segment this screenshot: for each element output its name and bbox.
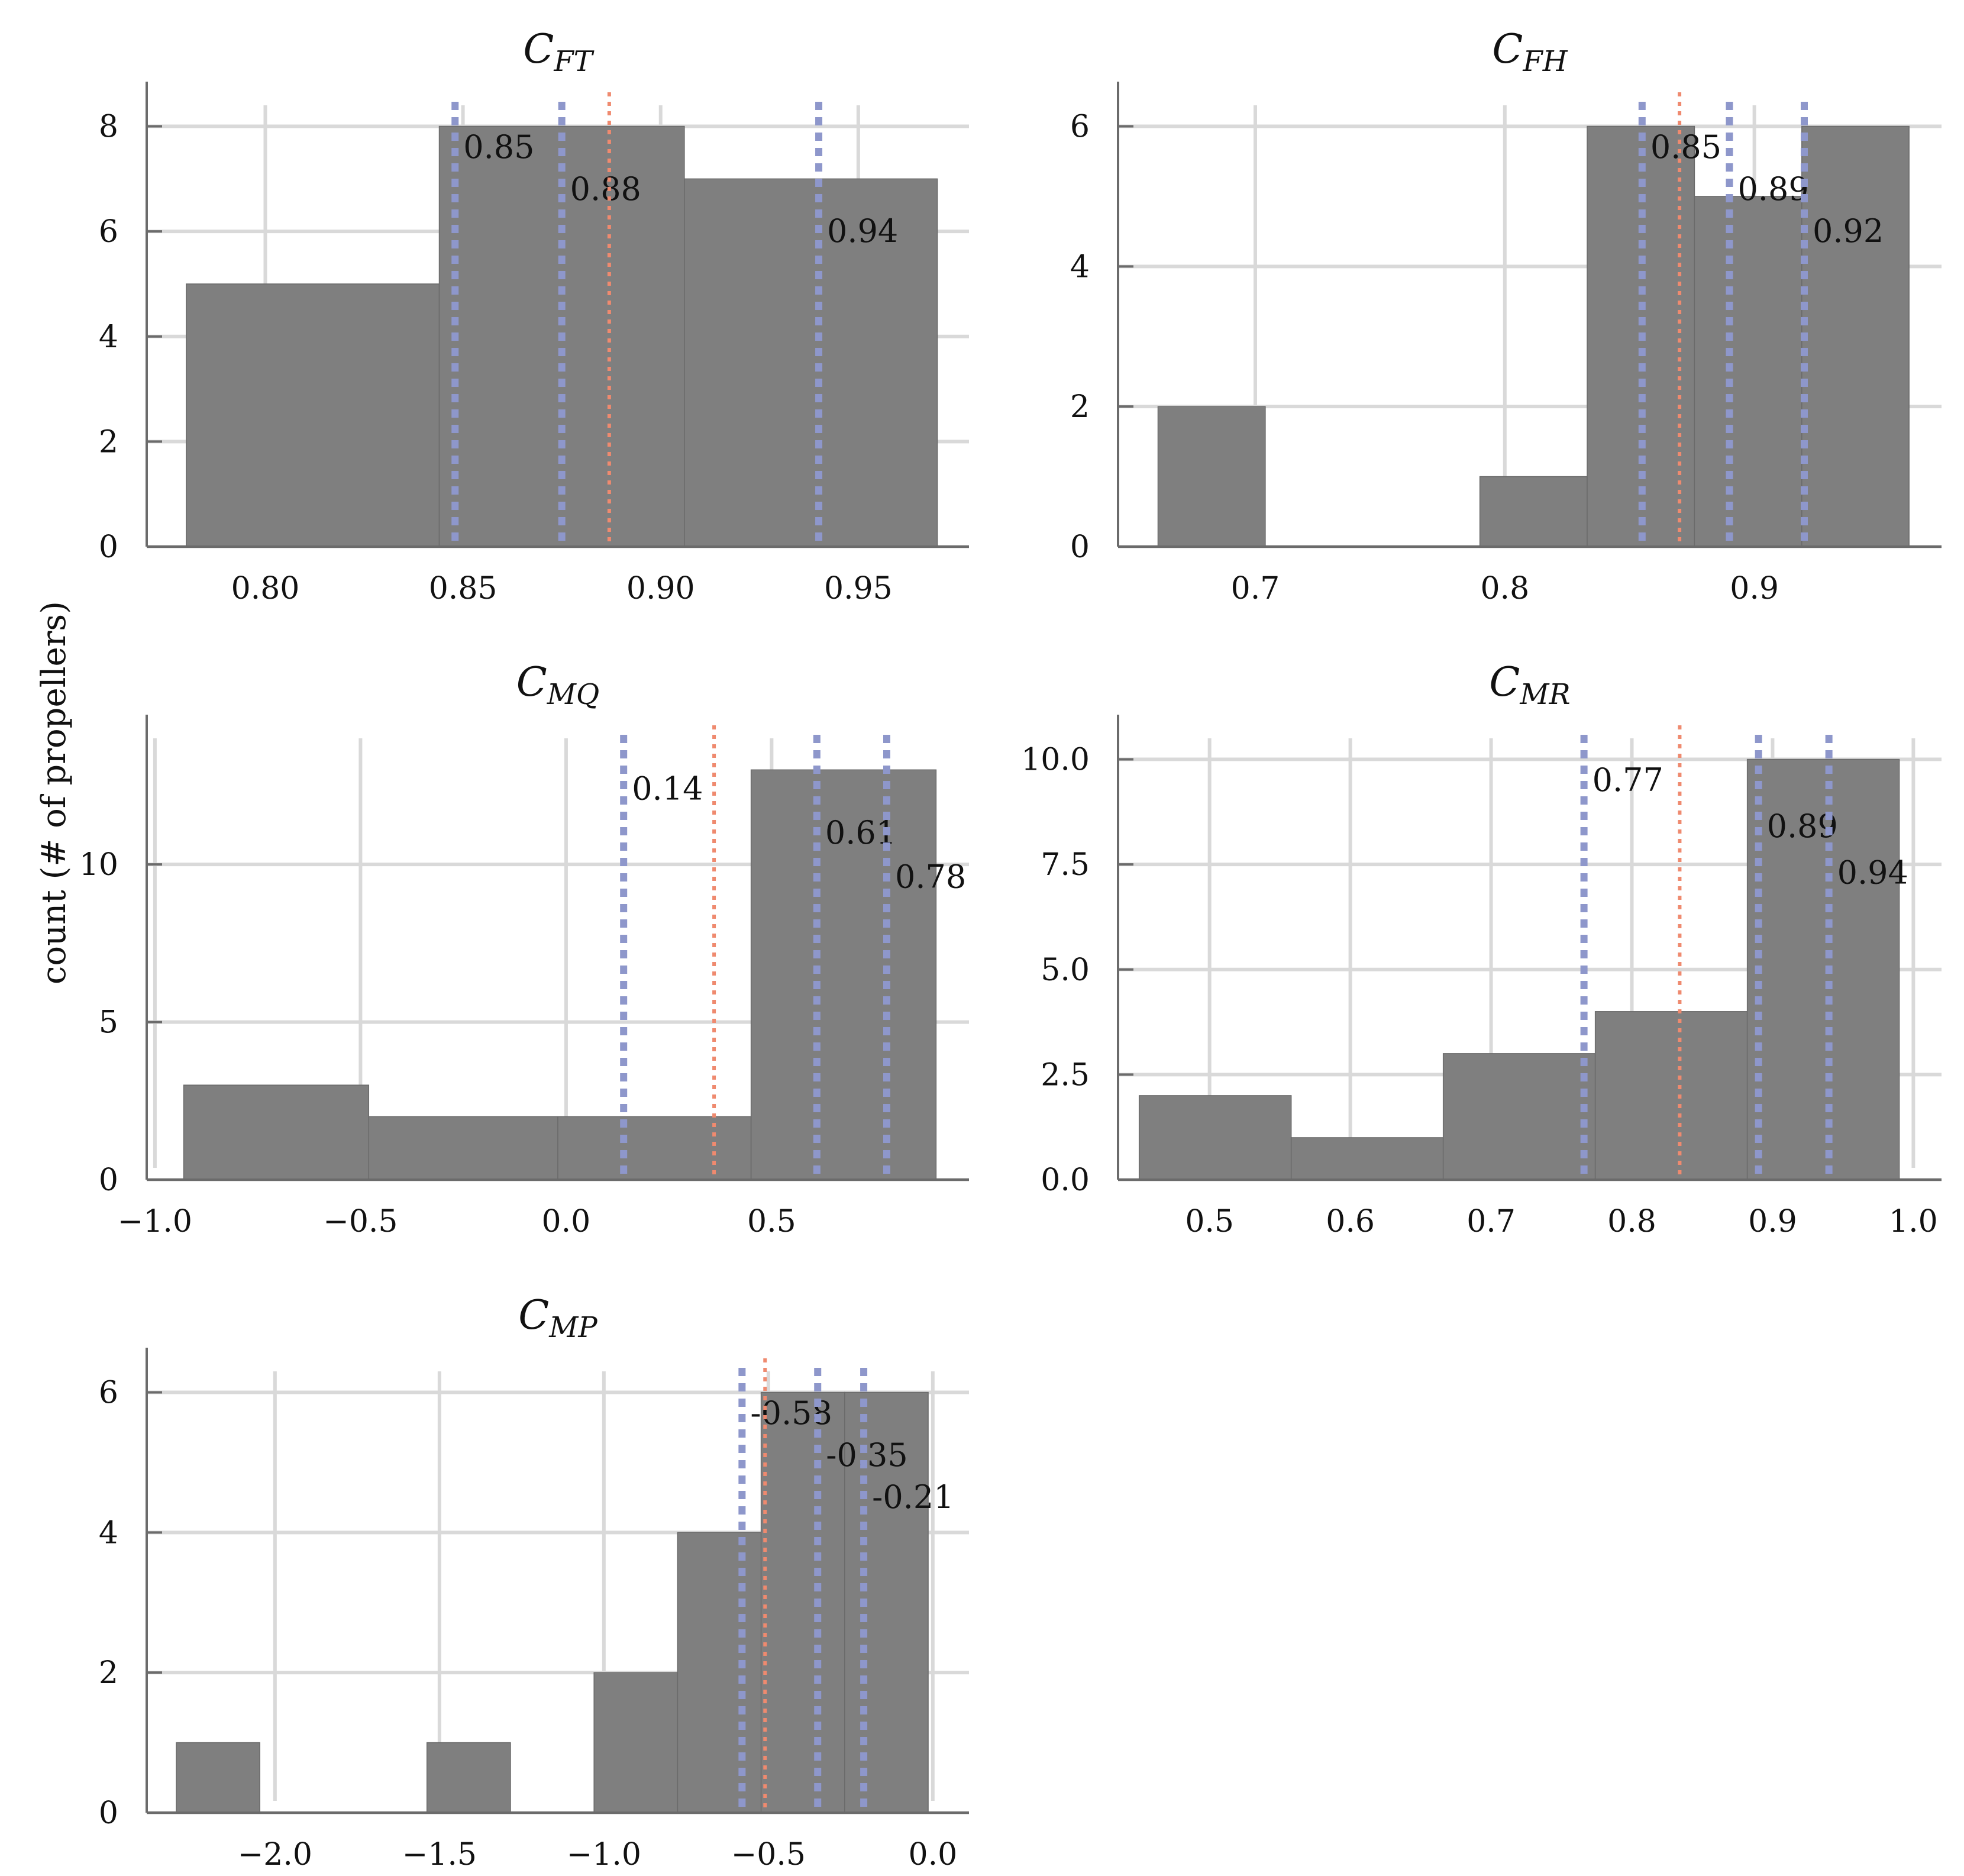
panel-title: CMR [1489, 659, 1570, 711]
histogram-bar [186, 283, 440, 547]
y-tick-label: 0.0 [1041, 1163, 1090, 1198]
x-tick-label: −0.5 [731, 1837, 806, 1872]
histogram-cmr: 0.770.890.940.02.55.07.510.00.5 0.6 0.7 0.8… [1021, 659, 1942, 1239]
histogram-bar [1442, 1053, 1596, 1180]
y-tick-label: 4 [1070, 249, 1090, 285]
x-tick-label: 0.7 [1466, 1204, 1516, 1239]
histogram-bar [1801, 125, 1910, 547]
quantile-label: 0.85 [1650, 128, 1721, 166]
panel-title: CMP [518, 1292, 597, 1344]
histogram-bar [760, 1391, 845, 1813]
x-tick-label: −0.5 [323, 1204, 398, 1239]
x-tick-label: −2.0 [238, 1837, 312, 1872]
histogram-bar [176, 1742, 261, 1813]
histogram-bar [1157, 406, 1266, 547]
quantile-label: 0.88 [570, 170, 641, 208]
x-tick-label: 0.5 [1185, 1204, 1234, 1239]
histogram-cfh: 0.85 0.890.92 0 2 4 6 0.7 0.8 0.9 CFH [1070, 26, 1942, 606]
x-tick-label: 1.0 [1889, 1204, 1938, 1239]
quantile-label: 0.94 [1837, 854, 1908, 891]
panel-title-subscript: MQ [547, 678, 600, 711]
y-tick-label: 4 [99, 319, 118, 355]
x-tick-label: −1.0 [567, 1837, 641, 1872]
x-tick-label: 0.0 [908, 1837, 957, 1872]
y-tick-label: 0 [1070, 529, 1090, 565]
panel-title-subscript: FT [553, 45, 594, 78]
quantile-label: 0.92 [1813, 212, 1884, 250]
y-tick-label: 6 [1070, 109, 1090, 145]
x-tick-label: −1.0 [118, 1204, 192, 1239]
quantile-label: 0.78 [895, 858, 966, 895]
panel-title-subscript: FH [1522, 45, 1568, 78]
y-tick-label: 4 [99, 1515, 118, 1551]
y-tick-label: 6 [99, 1375, 118, 1411]
x-tick-label: 0.8 [1607, 1204, 1656, 1239]
quantile-label: 0.14 [632, 770, 703, 807]
histogram-bar [750, 769, 937, 1180]
x-tick-label: 0.95 [824, 571, 893, 606]
quantile-label: 0.85 [463, 128, 534, 166]
histogram-bar [1290, 1137, 1444, 1180]
y-tick-label: 7.5 [1041, 847, 1090, 883]
histogram-bar [1479, 476, 1588, 547]
y-tick-label: 2.5 [1041, 1057, 1090, 1093]
histogram-bar [557, 1116, 752, 1180]
y-tick-label: 0 [99, 1796, 118, 1831]
x-tick-label: 0.7 [1231, 571, 1280, 606]
panel-title-subscript: MR [1519, 678, 1570, 711]
histogram-bar [593, 1672, 679, 1813]
y-tick-label: 2 [1070, 389, 1090, 425]
histogram-bar [426, 1742, 511, 1813]
y-tick-label: 5 [99, 1005, 118, 1041]
x-tick-label: 0.8 [1480, 571, 1529, 606]
y-axis-label: count (# of propellers) [35, 601, 73, 984]
x-tick-label: 0.5 [747, 1204, 796, 1239]
y-tick-label: 0 [99, 1163, 118, 1198]
x-tick-label: 0.9 [1748, 1204, 1797, 1239]
x-tick-label: 0.80 [231, 571, 300, 606]
histogram-bar [677, 1532, 762, 1813]
histogram-bar [1746, 758, 1900, 1180]
panel-title-subscript: MP [548, 1311, 597, 1344]
x-tick-label: 0.6 [1326, 1204, 1375, 1239]
x-tick-label: 0.9 [1730, 571, 1779, 606]
quantile-label: 0.77 [1592, 761, 1663, 799]
y-tick-label: 5.0 [1041, 952, 1090, 988]
y-tick-label: 2 [99, 1655, 118, 1691]
quantile-label: 0.94 [827, 212, 898, 250]
histogram-bar [1138, 1095, 1292, 1180]
histogram-cft: 0.85 0.88 0.94 0 2 4 6 8 0.80 0.85 0.90 0.95 CFT [99, 26, 969, 606]
y-tick-label: 10.0 [1021, 742, 1090, 778]
x-tick-label: −1.5 [402, 1837, 477, 1872]
y-tick-label: 10 [79, 847, 118, 883]
y-tick-label: 2 [99, 424, 118, 460]
histogram-bar [368, 1116, 558, 1180]
histogram-bar [1594, 1011, 1748, 1180]
panel-title: CFH [1492, 26, 1568, 78]
x-tick-label: 0.90 [626, 571, 695, 606]
histogram-bar [1694, 196, 1803, 547]
histogram-bar [684, 178, 938, 547]
histogram-bar [844, 1391, 929, 1813]
histogram-bar [183, 1084, 370, 1180]
y-tick-label: 8 [99, 109, 118, 145]
x-tick-label: 0.85 [429, 571, 498, 606]
x-tick-label: 0.0 [542, 1204, 591, 1239]
y-tick-label: 0 [99, 529, 118, 565]
quantile-label: -0.21 [872, 1478, 954, 1516]
panel-title: CMQ [516, 659, 600, 711]
y-tick-label: 6 [99, 214, 118, 250]
quantile-label: 0.89 [1737, 170, 1808, 208]
panel-title: CFT [523, 26, 594, 78]
